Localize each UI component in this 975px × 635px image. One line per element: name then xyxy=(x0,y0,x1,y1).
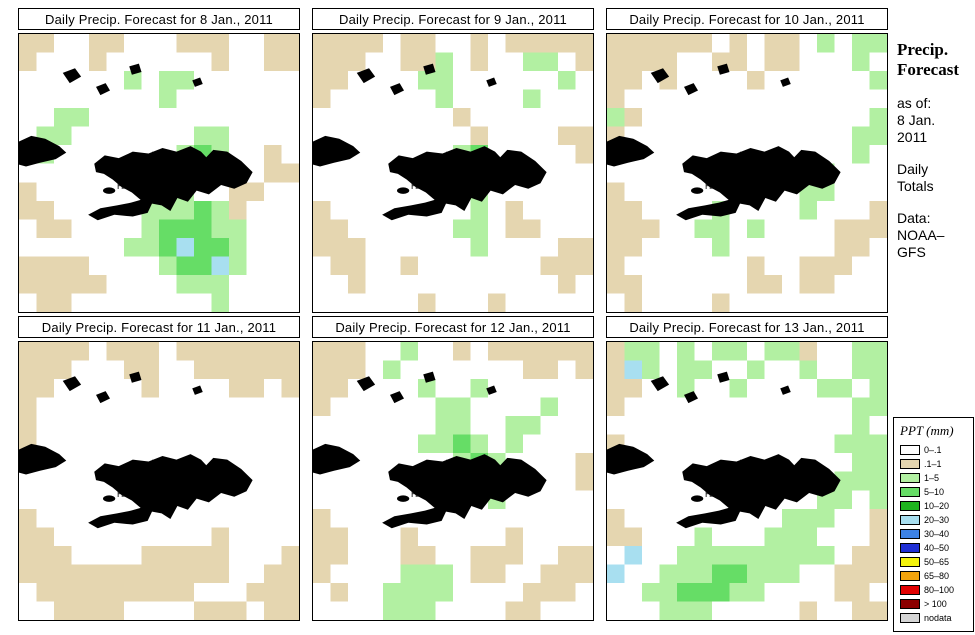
legend-swatch xyxy=(900,515,920,525)
legend-entry: 1–5 xyxy=(900,471,969,485)
precip-map: CU HA DR xyxy=(606,33,888,313)
label-haiti: HA xyxy=(411,489,423,499)
legend-label: > 100 xyxy=(924,599,947,609)
totals-line1: Daily xyxy=(897,161,929,177)
as-of-date-line1: 8 Jan. xyxy=(897,112,936,128)
legend-entry: .1–1 xyxy=(900,457,969,471)
legend-label: 10–20 xyxy=(924,501,950,511)
legend-label: 20–30 xyxy=(924,515,950,525)
legend-rows: 0–.1 .1–1 1–5 5–10 10–20 20–30 30–40 40–50 50–65… xyxy=(900,443,969,625)
legend-entry: 20–30 xyxy=(900,513,969,527)
data-source-label: Data: xyxy=(897,210,931,226)
legend-entry: 10–20 xyxy=(900,499,969,513)
legend-swatch xyxy=(900,487,920,497)
panel-jan-13: Daily Precip. Forecast for 13 Jan., 2011… xyxy=(606,316,888,621)
legend-label: .1–1 xyxy=(924,459,942,469)
data-source-block: Data: NOAA– GFS xyxy=(897,210,973,261)
label-cuba: CU xyxy=(317,152,330,162)
totals-line2: Totals xyxy=(897,178,934,194)
legend-entry: 0–.1 xyxy=(900,443,969,457)
label-cuba: CU xyxy=(317,460,330,470)
label-haiti: HA xyxy=(117,181,129,191)
data-source-line2: GFS xyxy=(897,244,926,260)
label-haiti: HA xyxy=(117,489,129,499)
legend-title: PPT (mm) xyxy=(900,423,954,438)
label-haiti: HA xyxy=(411,181,423,191)
legend: PPT (mm) 0–.1 .1–1 1–5 5–10 10–20 20–30 30–40 4… xyxy=(893,417,974,632)
legend-entry: 65–80 xyxy=(900,569,969,583)
label-dominican-republic: DR xyxy=(765,493,778,503)
data-source-line1: NOAA– xyxy=(897,227,945,243)
label-cuba: CU xyxy=(611,460,624,470)
panel-title: Daily Precip. Forecast for 12 Jan., 2011 xyxy=(312,316,594,338)
legend-label: 5–10 xyxy=(924,487,945,497)
legend-entry: 80–100 xyxy=(900,583,969,597)
panel-jan-9: Daily Precip. Forecast for 9 Jan., 2011 … xyxy=(312,8,594,313)
as-of-label: as of: xyxy=(897,95,932,111)
legend-label: 65–80 xyxy=(924,571,950,581)
as-of-date-line2: 2011 xyxy=(897,129,928,145)
label-cuba: CU xyxy=(23,152,36,162)
label-dominican-republic: DR xyxy=(176,185,189,195)
figure-title-line2: Forecast xyxy=(897,60,959,79)
legend-label: 80–100 xyxy=(924,585,955,595)
legend-entry: 40–50 xyxy=(900,541,969,555)
legend-label: 1–5 xyxy=(924,473,940,483)
legend-swatch xyxy=(900,445,920,455)
precip-map: CU HA DR xyxy=(312,33,594,313)
label-cuba: CU xyxy=(23,460,36,470)
label-haiti: HA xyxy=(705,181,717,191)
panel-title: Daily Precip. Forecast for 13 Jan., 2011 xyxy=(606,316,888,338)
legend-swatch xyxy=(900,585,920,595)
legend-label: 40–50 xyxy=(924,543,950,553)
precip-map: CU HA DR xyxy=(312,341,594,621)
legend-entry: 5–10 xyxy=(900,485,969,499)
label-dominican-republic: DR xyxy=(471,185,484,195)
totals-block: Daily Totals xyxy=(897,161,973,195)
label-cuba: CU xyxy=(611,152,624,162)
legend-label: 50–65 xyxy=(924,557,950,567)
label-dominican-republic: DR xyxy=(765,185,778,195)
panel-title: Daily Precip. Forecast for 9 Jan., 2011 xyxy=(312,8,594,30)
legend-label: 0–.1 xyxy=(924,445,942,455)
label-dominican-republic: DR xyxy=(176,493,189,503)
figure-title: Precip. Forecast xyxy=(897,40,973,80)
legend-swatch xyxy=(900,557,920,567)
legend-swatch xyxy=(900,473,920,483)
panel-jan-11: Daily Precip. Forecast for 11 Jan., 2011… xyxy=(18,316,300,621)
legend-swatch xyxy=(900,543,920,553)
legend-entry: nodata xyxy=(900,611,969,625)
legend-swatch xyxy=(900,599,920,609)
legend-swatch xyxy=(900,571,920,581)
legend-entry: 50–65 xyxy=(900,555,969,569)
legend-swatch xyxy=(900,501,920,511)
legend-swatch xyxy=(900,459,920,469)
legend-swatch xyxy=(900,613,920,623)
precip-map: CU HA DR xyxy=(18,33,300,313)
panel-jan-12: Daily Precip. Forecast for 12 Jan., 2011… xyxy=(312,316,594,621)
legend-swatch xyxy=(900,529,920,539)
panel-jan-8: Daily Precip. Forecast for 8 Jan., 2011 … xyxy=(18,8,300,313)
as-of-block: as of: 8 Jan. 2011 xyxy=(897,95,973,146)
precip-map: CU HA DR xyxy=(18,341,300,621)
panel-title: Daily Precip. Forecast for 10 Jan., 2011 xyxy=(606,8,888,30)
coastline xyxy=(607,371,841,529)
sidebar: Precip. Forecast as of: 8 Jan. 2011 Dail… xyxy=(897,40,973,261)
legend-label: nodata xyxy=(924,613,952,623)
label-dominican-republic: DR xyxy=(471,493,484,503)
panel-title: Daily Precip. Forecast for 8 Jan., 2011 xyxy=(18,8,300,30)
coastline xyxy=(19,371,253,529)
legend-label: 30–40 xyxy=(924,529,950,539)
label-haiti: HA xyxy=(705,489,717,499)
panel-jan-10: Daily Precip. Forecast for 10 Jan., 2011… xyxy=(606,8,888,313)
panel-title: Daily Precip. Forecast for 11 Jan., 2011 xyxy=(18,316,300,338)
figure-title-line1: Precip. xyxy=(897,40,949,59)
legend-entry: 30–40 xyxy=(900,527,969,541)
precip-map: CU HA DR xyxy=(606,341,888,621)
legend-entry: > 100 xyxy=(900,597,969,611)
